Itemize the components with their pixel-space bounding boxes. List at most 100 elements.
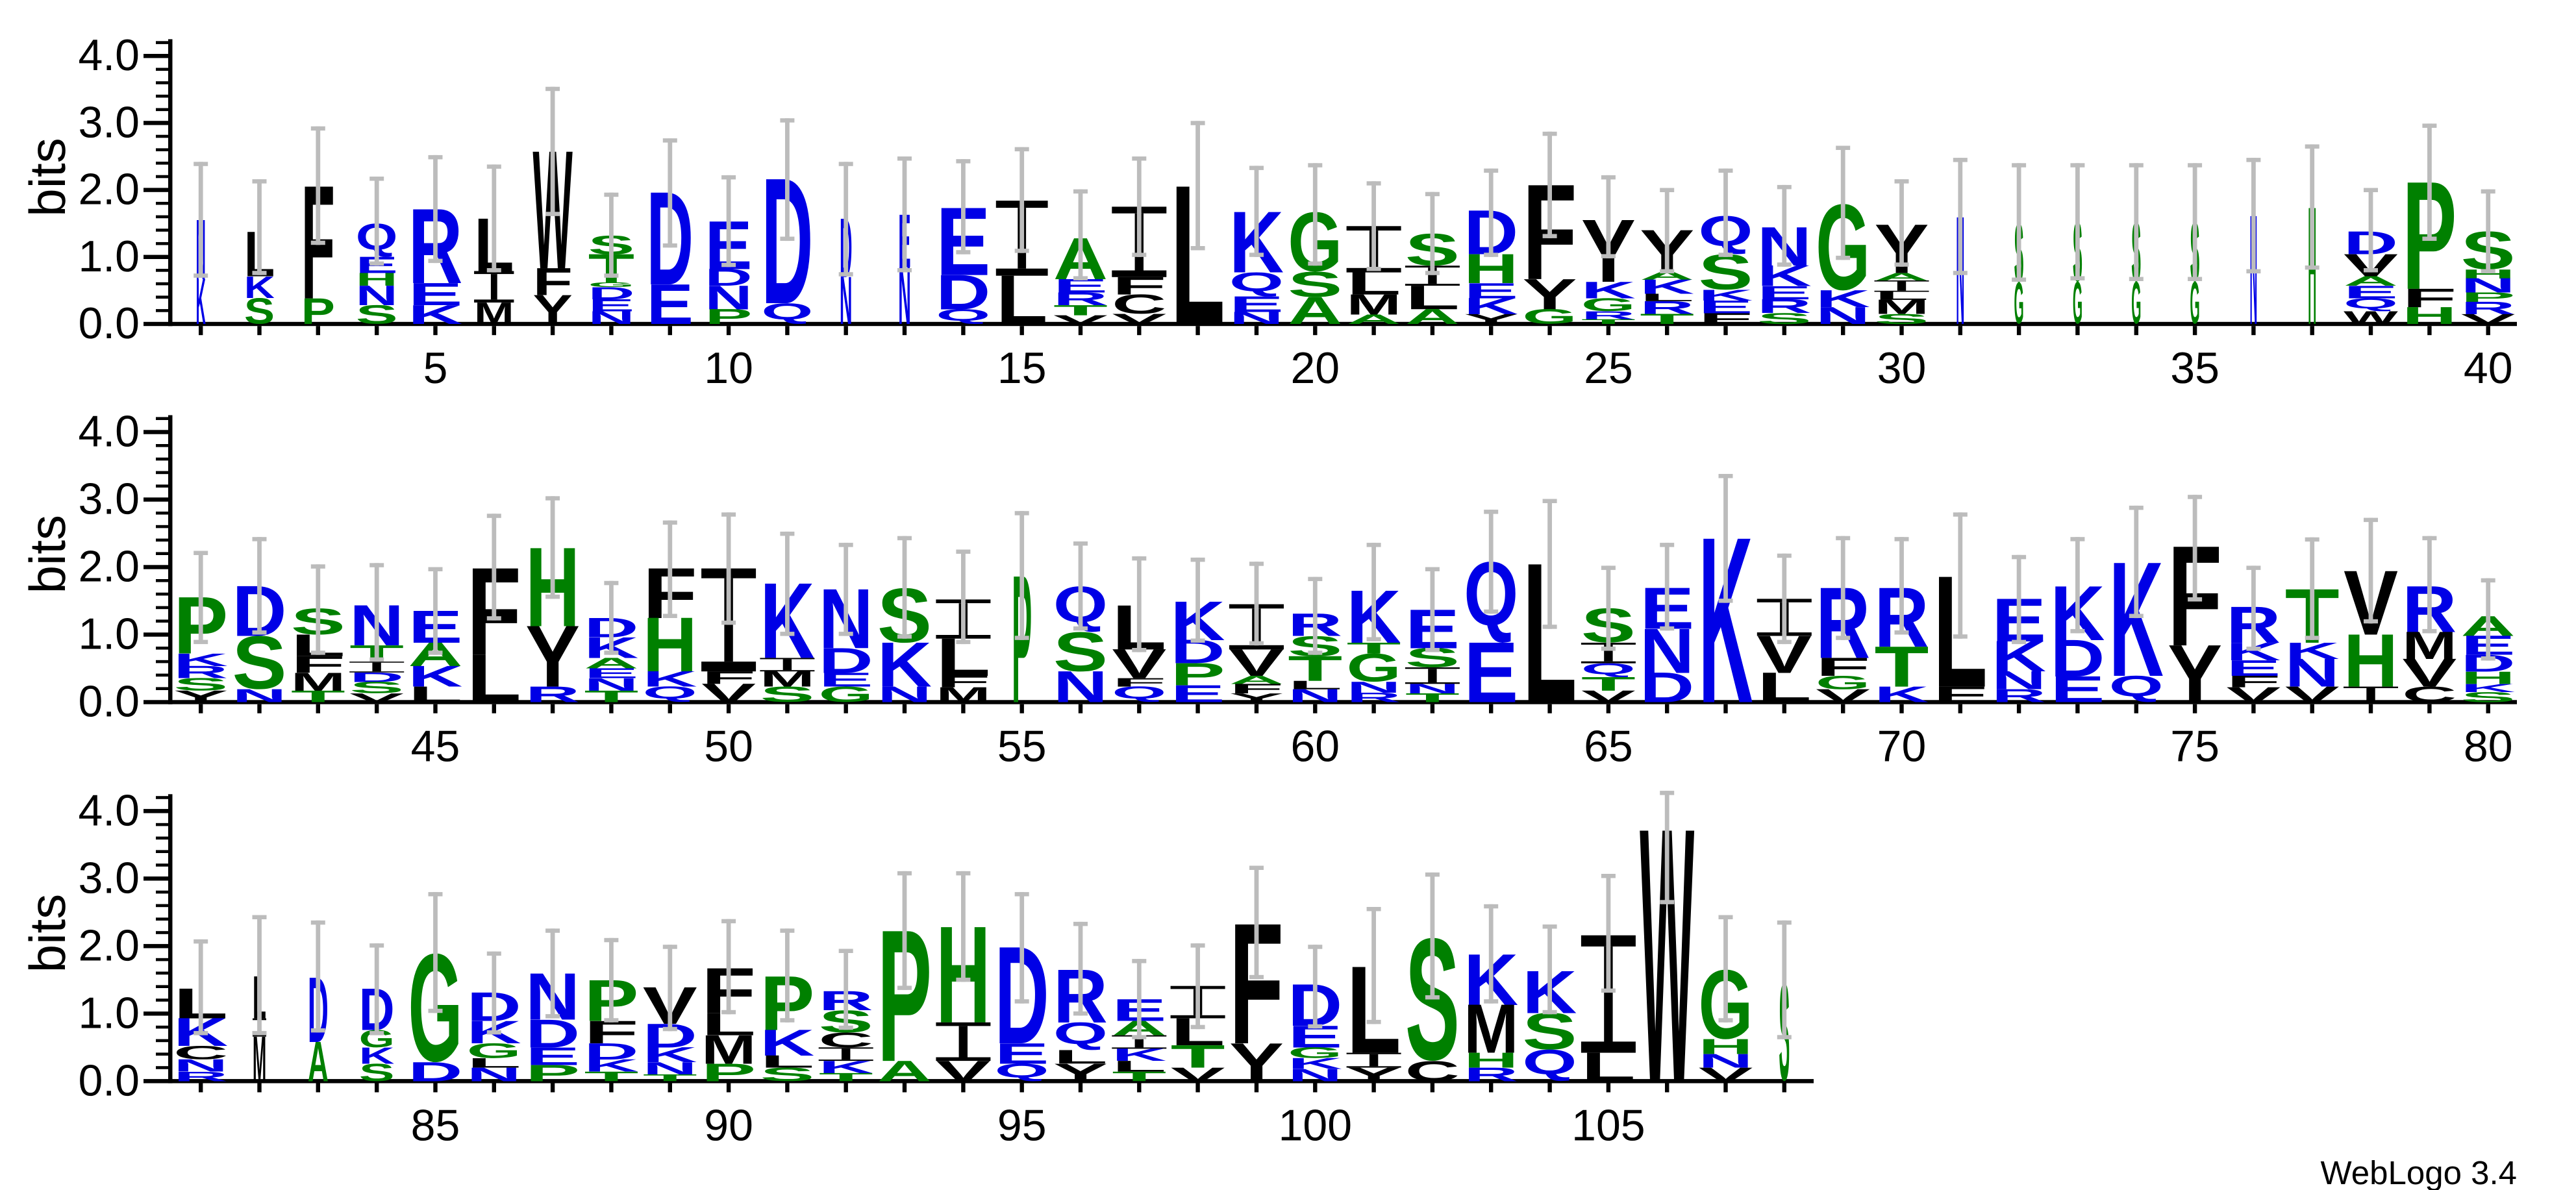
svg-text:40: 40 <box>2464 343 2513 393</box>
svg-text:T: T <box>1405 691 1460 705</box>
svg-text:95: 95 <box>997 1100 1047 1150</box>
svg-text:Y: Y <box>1229 691 1284 705</box>
svg-text:20: 20 <box>1290 343 1340 393</box>
svg-text:K: K <box>1699 286 1753 304</box>
svg-text:2.0: 2.0 <box>78 921 140 970</box>
svg-text:V: V <box>1053 312 1108 327</box>
svg-text:K: K <box>408 660 462 693</box>
svg-text:D: D <box>819 640 873 680</box>
svg-text:N: N <box>1816 302 1870 329</box>
svg-text:N: N <box>1288 1065 1342 1085</box>
svg-text:Q: Q <box>762 299 814 325</box>
svg-text:Q: Q <box>1053 1016 1108 1050</box>
svg-text:L: L <box>1581 1044 1636 1090</box>
svg-text:E: E <box>1464 279 1518 303</box>
svg-text:S: S <box>359 1058 395 1086</box>
svg-text:N: N <box>1699 1050 1753 1072</box>
svg-text:A: A <box>308 1030 329 1093</box>
svg-text:S: S <box>1757 310 1812 327</box>
svg-text:P: P <box>1171 656 1225 692</box>
svg-text:WebLogo 3.4: WebLogo 3.4 <box>2321 1154 2517 1190</box>
svg-text:S: S <box>173 675 228 694</box>
svg-text:L: L <box>996 260 1048 339</box>
svg-text:D: D <box>588 283 634 303</box>
svg-text:T: T <box>1581 673 1636 695</box>
svg-text:N: N <box>467 1063 521 1085</box>
svg-text:D: D <box>705 264 753 291</box>
svg-text:N: N <box>877 682 932 707</box>
svg-text:35: 35 <box>2170 343 2220 393</box>
svg-text:H: H <box>356 269 398 290</box>
svg-text:D: D <box>1640 663 1694 711</box>
svg-text:A: A <box>1229 673 1284 686</box>
svg-text:K: K <box>1581 277 1636 303</box>
svg-text:V: V <box>349 691 405 705</box>
svg-text:N: N <box>356 280 398 312</box>
svg-text:0.0: 0.0 <box>78 299 140 348</box>
svg-text:T: T <box>1581 317 1636 325</box>
svg-text:P: P <box>525 1060 580 1086</box>
svg-text:C: C <box>1112 289 1166 319</box>
svg-text:C: C <box>173 1042 228 1063</box>
svg-text:Y: Y <box>532 286 572 333</box>
svg-text:Q: Q <box>1523 1043 1577 1082</box>
svg-text:P: P <box>701 1058 756 1087</box>
svg-text:T: T <box>1112 1069 1166 1084</box>
svg-text:D: D <box>525 1011 580 1056</box>
svg-text:K: K <box>1288 1055 1342 1072</box>
svg-text:E: E <box>1229 291 1284 317</box>
svg-text:F: F <box>2402 283 2457 313</box>
svg-text:V: V <box>2402 650 2457 695</box>
svg-text:E: E <box>2050 669 2105 710</box>
svg-text:F: F <box>1699 310 1753 327</box>
svg-text:A: A <box>877 1054 932 1087</box>
svg-text:E: E <box>588 295 634 315</box>
svg-text:T: T <box>584 687 638 706</box>
svg-text:K: K <box>173 650 228 670</box>
svg-text:G: G <box>1288 1044 1342 1061</box>
svg-text:T: T <box>1171 1038 1225 1074</box>
svg-text:K: K <box>877 629 932 700</box>
svg-text:G: G <box>1523 305 1577 328</box>
svg-text:N: N <box>1992 665 2046 695</box>
svg-text:V: V <box>1112 311 1167 327</box>
svg-text:S: S <box>1053 621 1108 683</box>
svg-text:T: T <box>291 687 345 706</box>
svg-text:K: K <box>1112 1045 1166 1064</box>
svg-text:F: F <box>1229 681 1284 697</box>
svg-text:1.0: 1.0 <box>78 232 140 281</box>
svg-text:Q: Q <box>643 683 697 702</box>
svg-text:L: L <box>760 1052 814 1071</box>
svg-text:H: H <box>2402 302 2457 329</box>
svg-text:45: 45 <box>411 722 460 771</box>
svg-text:G: G <box>1347 645 1401 690</box>
svg-text:105: 105 <box>1571 1100 1645 1150</box>
svg-text:D: D <box>408 1056 462 1087</box>
svg-text:L: L <box>1757 663 1812 711</box>
svg-text:Q: Q <box>1581 660 1636 678</box>
svg-text:E: E <box>2344 282 2398 302</box>
svg-text:K: K <box>643 667 697 691</box>
svg-text:bits: bits <box>19 894 76 973</box>
svg-text:4.0: 4.0 <box>78 407 140 456</box>
svg-text:M: M <box>291 667 345 697</box>
svg-text:L: L <box>408 682 462 707</box>
svg-text:S: S <box>760 682 814 707</box>
svg-text:E: E <box>1699 297 1753 317</box>
svg-text:S: S <box>1874 311 1929 327</box>
svg-text:A: A <box>2344 273 2398 288</box>
svg-text:30: 30 <box>1877 343 1927 393</box>
svg-text:T: T <box>1874 634 1929 699</box>
svg-text:K: K <box>819 1057 873 1076</box>
svg-text:L: L <box>1053 1046 1108 1068</box>
svg-text:N: N <box>1288 686 1342 706</box>
svg-text:E: E <box>1464 624 1518 721</box>
svg-text:M: M <box>1874 295 1929 318</box>
svg-text:55: 55 <box>997 722 1047 771</box>
svg-text:G: G <box>2131 269 2141 336</box>
svg-text:E: E <box>819 669 873 691</box>
svg-text:T: T <box>1053 302 1108 318</box>
svg-text:F: F <box>532 260 572 303</box>
svg-text:K: K <box>359 1042 395 1069</box>
svg-text:60: 60 <box>1290 722 1340 771</box>
